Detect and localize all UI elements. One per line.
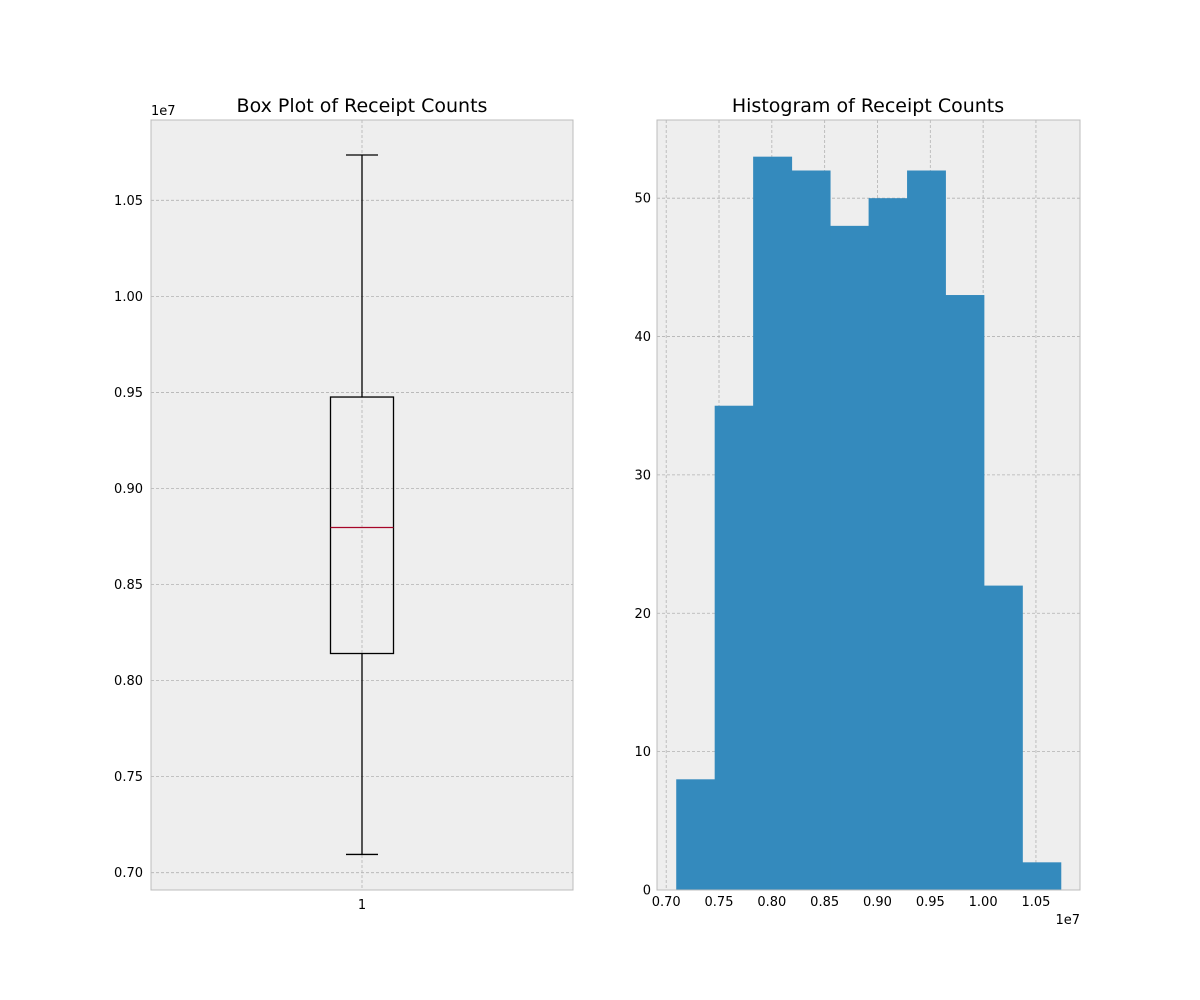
histogram-ytick-label: 50 xyxy=(634,192,651,207)
histogram-ytick-label: 10 xyxy=(634,745,651,760)
box-plot-axes-frame xyxy=(150,119,574,891)
box-plot-ytick-label: 1.00 xyxy=(114,290,143,305)
box-plot-box xyxy=(329,396,395,655)
box-plot-ytick-label: 0.80 xyxy=(114,674,143,689)
box-plot-panel: 0.70 0.75 0.80 0.85 0.90 0.95 1.00 1.05 1 Box Pl… xyxy=(114,95,574,913)
histogram-bar xyxy=(945,295,985,890)
histogram-ticks: 0 10 20 30 40 50 0.70 0.75 0.80 0.85 0.90 0.95 1.00 1… xyxy=(634,192,1050,910)
histogram-ytick-label: 0 xyxy=(643,884,651,899)
histogram-bar xyxy=(676,779,716,890)
box-plot-offset-label: 1e7 xyxy=(151,104,176,119)
histogram-xtick-label: 0.80 xyxy=(757,895,786,910)
histogram-ytick-label: 40 xyxy=(634,330,651,345)
box-plot-marks xyxy=(329,154,395,856)
histogram-bar xyxy=(1022,862,1062,890)
histogram-bar xyxy=(868,198,908,891)
histogram-bar xyxy=(753,156,793,890)
histogram-xtick-label: 0.95 xyxy=(916,895,945,910)
box-plot-ytick-label: 1.05 xyxy=(114,194,143,209)
histogram-bar xyxy=(714,405,754,890)
histogram-bar xyxy=(907,170,946,890)
histogram-xtick-label: 1.00 xyxy=(969,895,998,910)
histogram-xtick-label: 0.75 xyxy=(705,895,734,910)
histogram-title: Histogram of Receipt Counts xyxy=(732,95,1004,117)
box-plot-title: Box Plot of Receipt Counts xyxy=(237,95,488,117)
box-plot-ytick-label: 0.90 xyxy=(114,482,143,497)
box-plot-ytick-label: 0.75 xyxy=(114,770,143,785)
histogram-xtick-label: 1.05 xyxy=(1021,895,1050,910)
histogram-offset-label: 1e7 xyxy=(1055,913,1080,928)
histogram-bar xyxy=(830,225,870,890)
box-plot-ytick-label: 0.85 xyxy=(114,578,143,593)
histogram-bar xyxy=(791,170,831,890)
histogram-panel: 0 10 20 30 40 50 0.70 0.75 0.80 0.85 0.90 0.95 1.00 1… xyxy=(634,95,1081,928)
histogram-xtick-label: 0.90 xyxy=(863,895,892,910)
histogram-xtick-label: 0.70 xyxy=(652,895,681,910)
histogram-bars xyxy=(676,156,1062,891)
histogram-ytick-label: 30 xyxy=(634,468,651,483)
histogram-bar xyxy=(983,585,1023,890)
box-plot-xtick-label: 1 xyxy=(358,898,366,913)
box-plot-ticks: 0.70 0.75 0.80 0.85 0.90 0.95 1.00 1.05 1 xyxy=(114,194,366,913)
histogram-ytick-label: 20 xyxy=(634,607,651,622)
histogram-xtick-label: 0.85 xyxy=(810,895,839,910)
histogram-axes-frame xyxy=(656,119,1081,891)
box-plot-ytick-label: 0.95 xyxy=(114,386,143,401)
box-plot-ytick-label: 0.70 xyxy=(114,866,143,881)
